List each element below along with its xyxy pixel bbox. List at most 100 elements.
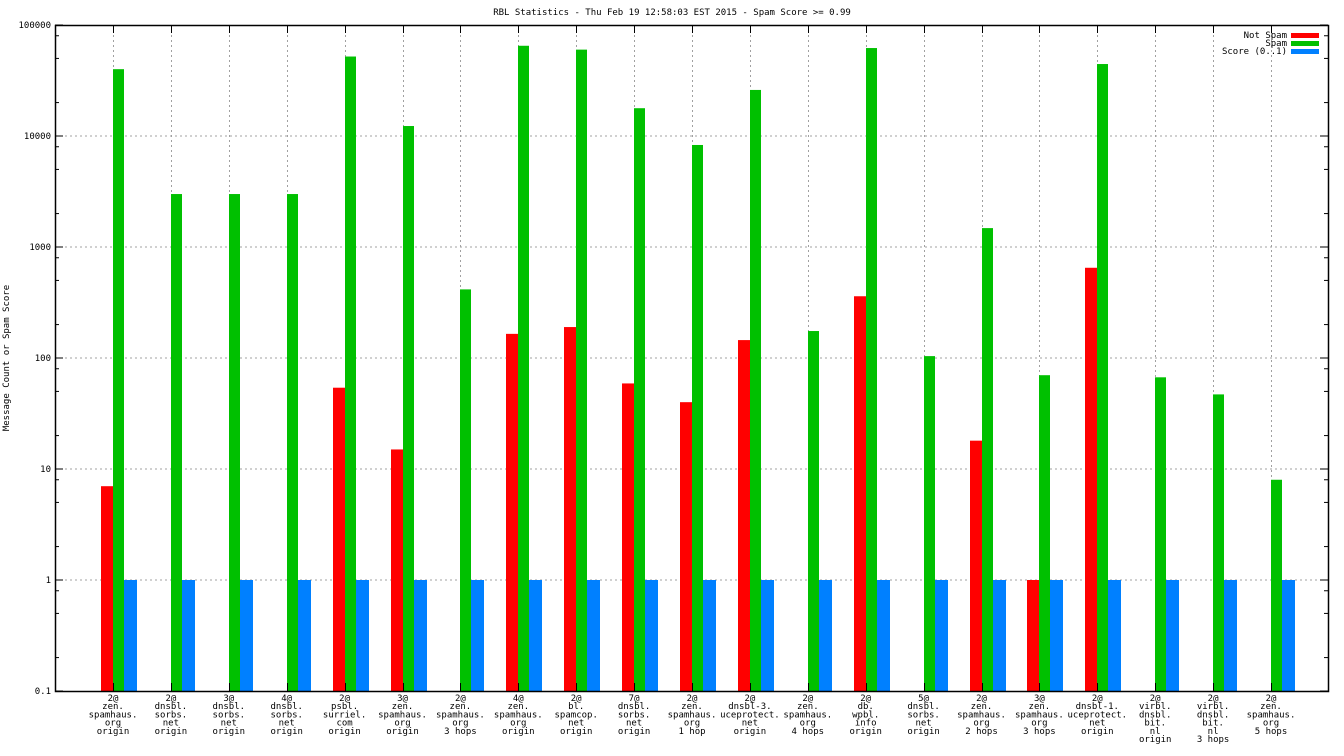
x-tick-label-line: nl xyxy=(1150,727,1161,737)
x-tick-label-line: org xyxy=(394,719,410,729)
x-tick-label-line: zen. xyxy=(681,702,703,712)
y-tick-label: 1000 xyxy=(29,243,51,253)
x-tick-label-line: origin xyxy=(907,727,940,737)
bar-score-0-1- xyxy=(1166,580,1179,691)
bar-score-0-1- xyxy=(1108,580,1121,691)
x-tick-label-line: 2@ xyxy=(687,694,698,704)
x-tick-label-line: 7@ xyxy=(629,694,640,704)
x-tick-label-line: origin xyxy=(328,727,361,737)
x-tick-label-line: 3 hops xyxy=(1197,735,1230,745)
bar-spam xyxy=(113,69,124,692)
x-tick-label-line: 4@ xyxy=(513,694,524,704)
x-tick-label-line: zen. xyxy=(507,702,529,712)
x-tick-label-line: psbl. xyxy=(331,702,358,712)
bar-spam xyxy=(518,45,529,692)
bar-spam xyxy=(345,56,356,692)
bar-score-0-1- xyxy=(877,580,890,691)
x-tick-label: 2@ bl. spamcop. net origin xyxy=(555,694,598,737)
x-tick-label-line: net xyxy=(221,719,237,729)
x-tick-label-line: 3 hops xyxy=(1023,727,1056,737)
x-tick-label-line: 3 hops xyxy=(444,727,477,737)
bar-score-0-1- xyxy=(1282,580,1295,691)
x-tick-label-line: spamhaus. xyxy=(436,710,485,720)
x-tick-label-line: info xyxy=(855,719,877,729)
bar-score-0-1- xyxy=(356,580,369,691)
x-tick-label-line: origin xyxy=(618,727,651,737)
bar-spam xyxy=(1039,375,1050,691)
x-tick-label-line: org xyxy=(800,719,816,729)
bars xyxy=(101,45,1295,692)
x-tick-label-line: origin xyxy=(1081,727,1114,737)
legend-label: Not Spam xyxy=(1244,31,1287,41)
x-tick-label-line: zen. xyxy=(1260,702,1282,712)
x-tick-label-line: 3@ xyxy=(1034,694,1045,704)
x-tick-label-line: sorbs. xyxy=(907,710,940,720)
x-tick-label: 3@ dnsbl. sorbs. net origin xyxy=(213,694,246,737)
x-tick-label: 2@ virbl. dnsbl. bit. nl origin xyxy=(1139,694,1172,745)
x-tick-label-line: spamhaus. xyxy=(668,710,717,720)
bar-spam xyxy=(287,194,298,691)
bar-not-spam xyxy=(970,440,982,691)
bar-score-0-1- xyxy=(1224,580,1237,691)
x-tick-label-line: zen. xyxy=(102,702,124,712)
x-tick-label-line: dnsbl. xyxy=(155,702,188,712)
x-tick-label-line: org xyxy=(1031,719,1047,729)
bar-not-spam xyxy=(333,387,345,691)
y-tick-label: 10 xyxy=(40,465,51,475)
bar-not-spam xyxy=(854,296,866,691)
x-tick-label-line: uceprotect. xyxy=(1067,710,1127,720)
x-tick-label-line: dnsbl. xyxy=(213,702,246,712)
x-tick-label-line: 1 hop xyxy=(678,727,705,737)
bar-score-0-1- xyxy=(124,580,137,691)
x-tick-label-line: net xyxy=(915,719,931,729)
bar-score-0-1- xyxy=(1050,580,1063,691)
bar-not-spam xyxy=(1085,267,1097,691)
x-tick-label-line: origin xyxy=(97,727,130,737)
x-tick-label: 2@ zen. spamhaus. org 5 hops xyxy=(1247,694,1296,737)
x-tick-label-line: bit. xyxy=(1144,719,1166,729)
x-tick-label-line: net xyxy=(279,719,295,729)
x-tick-label: 4@ dnsbl. sorbs. net origin xyxy=(270,694,303,737)
y-tick-label: 100000 xyxy=(18,21,51,31)
x-tick-label: 7@ dnsbl. sorbs. net origin xyxy=(618,694,651,737)
bar-score-0-1- xyxy=(587,580,600,691)
bar-score-0-1- xyxy=(761,580,774,691)
axes xyxy=(54,24,1330,693)
bar-score-0-1- xyxy=(414,580,427,691)
x-tick-label-line: 4@ xyxy=(281,694,292,704)
y-tick-label: 10000 xyxy=(24,132,51,142)
y-tick-label: 0.1 xyxy=(35,687,51,697)
x-tick-label-line: dnsbl-1. xyxy=(1076,702,1119,712)
x-tick-label-line: sorbs. xyxy=(270,710,303,720)
x-tick-label-line: origin xyxy=(560,727,593,737)
x-tick-label-line: zen. xyxy=(392,702,414,712)
x-tick-label-line: 3@ xyxy=(223,694,234,704)
x-tick-label: 2@ zen. spamhaus. org 1 hop xyxy=(668,694,717,737)
bar-not-spam xyxy=(101,486,113,691)
x-tick-label: 2@ zen. spamhaus. org 4 hops xyxy=(783,694,832,737)
x-tick-label-line: uceprotect. xyxy=(720,710,780,720)
y-tick-label: 100 xyxy=(35,354,51,364)
x-tick-label-line: 2 hops xyxy=(965,727,998,737)
bar-score-0-1- xyxy=(298,580,311,691)
x-tick-label-line: spamhaus. xyxy=(89,710,138,720)
y-axis-label: Message Count or Spam Score xyxy=(2,285,12,431)
bar-spam xyxy=(1155,377,1166,691)
bar-spam xyxy=(808,331,819,691)
x-tick-label-line: 5 hops xyxy=(1255,727,1288,737)
x-tick-label-line: spamcop. xyxy=(555,710,598,720)
x-tick-label: 2@ db. wpbl. info origin xyxy=(849,694,882,737)
bar-spam xyxy=(460,289,471,691)
x-tick-label-line: dnsbl. xyxy=(1197,710,1230,720)
x-tick-label-line: virbl. xyxy=(1197,702,1230,712)
x-tick-label: 3@ zen. spamhaus. org origin xyxy=(378,694,427,737)
x-tick-label-line: dnsbl. xyxy=(618,702,651,712)
bar-spam xyxy=(634,108,645,692)
x-tick-label: 2@ dnsbl. sorbs. net origin xyxy=(155,694,188,737)
bar-score-0-1- xyxy=(529,580,542,691)
legend-label: Spam xyxy=(1265,39,1287,49)
x-tick-label-line: net xyxy=(626,719,642,729)
x-tick-label-line: spamhaus. xyxy=(378,710,427,720)
x-tick-label-line: dnsbl. xyxy=(270,702,303,712)
